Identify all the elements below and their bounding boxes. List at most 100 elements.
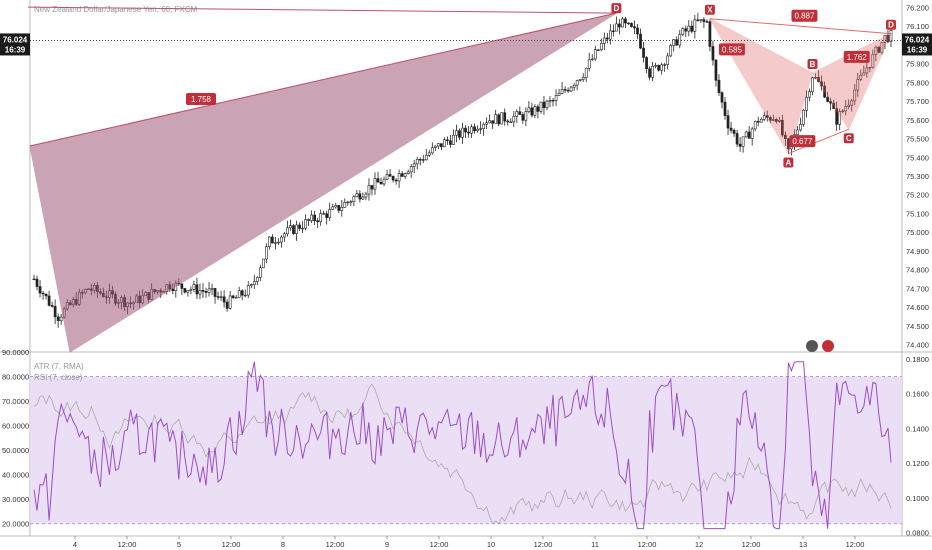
time-tick-label: 12	[695, 540, 703, 549]
ratio-badge-bg	[843, 50, 870, 63]
rsi-tick-label: 70.0000	[2, 397, 29, 406]
candle-body	[491, 120, 495, 124]
candle-body	[759, 119, 763, 123]
candle-body	[618, 23, 621, 28]
time-tick-label: 12:00	[638, 540, 657, 549]
candle-body	[678, 34, 682, 46]
candle-body	[627, 22, 630, 25]
candle-body	[255, 277, 259, 282]
candle-body	[319, 213, 323, 223]
time-tick-label: 12:00	[846, 540, 865, 549]
time-tick-label: 4	[73, 540, 77, 549]
candle-body	[590, 58, 594, 61]
candle-body	[436, 143, 440, 147]
candle-body	[871, 54, 875, 68]
candle-body	[796, 129, 799, 135]
candle-body	[690, 25, 694, 32]
candle-body	[388, 174, 392, 177]
ratio-badge-bg	[718, 43, 745, 56]
candle-body	[784, 134, 787, 139]
candle-body	[186, 289, 190, 293]
price-tick-label: 74.400	[906, 341, 929, 350]
current-time-tag: 16:39	[907, 45, 928, 54]
candle-body	[780, 119, 784, 136]
candle-body	[292, 225, 295, 234]
price-tick-label: 75.400	[906, 153, 929, 162]
time-tick-label: 12:00	[118, 540, 137, 549]
candle-body	[726, 115, 730, 129]
candle-body	[216, 296, 220, 298]
candle-body	[536, 106, 540, 112]
candle-body	[651, 65, 654, 78]
candle-body	[669, 45, 673, 57]
candle-body	[771, 119, 775, 121]
price-tick-label: 74.700	[906, 284, 929, 293]
large-pattern-edge	[29, 12, 617, 147]
candle-body	[639, 33, 642, 49]
candle-body	[660, 64, 664, 71]
candle-body	[207, 288, 211, 293]
candle-body	[765, 115, 769, 118]
candle-body	[853, 89, 857, 102]
ratio-badge: 1.762	[847, 53, 868, 62]
candle-body	[337, 205, 341, 211]
candle-body	[449, 140, 452, 145]
candle-body	[421, 159, 425, 161]
candle-body	[497, 114, 501, 125]
time-tick-label: 10	[487, 540, 495, 549]
candle-body	[666, 55, 670, 65]
current-price-tag: 76.024	[3, 35, 28, 44]
candle-body	[470, 126, 473, 134]
rsi-tick-label: 60.0000	[2, 422, 29, 431]
candle-body	[877, 46, 881, 53]
candle-body	[663, 64, 667, 66]
candle-body	[515, 111, 519, 117]
candle-body	[774, 119, 778, 122]
candle-body	[264, 246, 268, 260]
candle-body	[183, 288, 187, 293]
point-label: C	[846, 134, 852, 143]
price-tick-label: 74.900	[906, 247, 929, 256]
candle-body	[201, 290, 205, 292]
price-tag-bg	[902, 33, 932, 56]
candle-body	[464, 127, 467, 133]
candle-body	[325, 213, 329, 218]
candle-body	[512, 116, 516, 123]
candle-body	[307, 219, 310, 221]
candle-body	[732, 129, 736, 134]
price-tick-label: 76.200	[906, 3, 929, 12]
candle-body	[488, 120, 492, 124]
candle-body	[832, 102, 836, 109]
candle-body	[829, 101, 832, 104]
candle-body	[225, 301, 229, 309]
candle-body	[286, 227, 289, 235]
price-tick-label: 75.100	[906, 209, 929, 218]
price-tick-label: 75.900	[906, 60, 929, 69]
candle-body	[258, 267, 262, 278]
candle-body	[672, 39, 676, 46]
candle-body	[756, 121, 760, 123]
ratio-badge-bg	[186, 93, 216, 105]
chart-title: New Zealand Dollar/Japanese Yen, 60, FXC…	[34, 5, 198, 14]
candle-body	[403, 173, 407, 177]
candle-body	[557, 93, 561, 96]
candle-body	[569, 86, 573, 92]
candle-body	[684, 28, 688, 32]
candle-body	[542, 101, 546, 108]
candle-body	[461, 127, 464, 138]
price-tick-label: 75.600	[906, 116, 929, 125]
candle-body	[762, 115, 766, 120]
candle-body	[527, 107, 531, 112]
price-tag-bg	[0, 33, 30, 56]
candle-body	[687, 25, 691, 32]
candle-body	[313, 214, 316, 222]
point-label-bg	[807, 59, 818, 70]
ratio-badge-bg	[789, 135, 816, 148]
candle-body	[729, 127, 733, 131]
candle-body	[584, 67, 588, 78]
candle-body	[343, 202, 347, 208]
time-tick-label: 12:00	[222, 540, 241, 549]
candle-body	[874, 46, 878, 55]
candle-body	[506, 120, 510, 123]
